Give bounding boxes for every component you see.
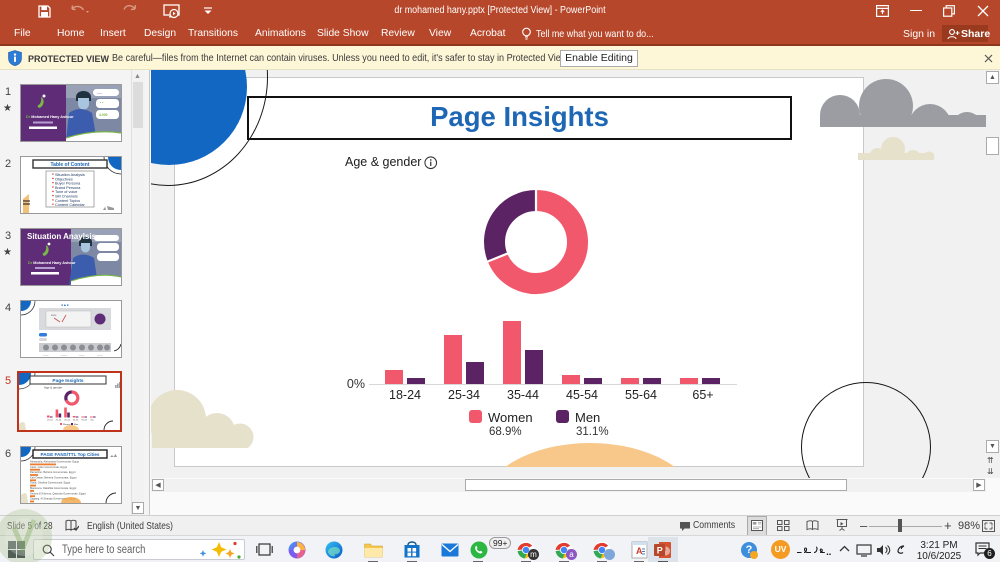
svg-text:Shubra El Kheima, Qalyubia Gov: Shubra El Kheima, Qalyubia Governorate, … [30,491,86,495]
svg-text:Cairo, Cairo Governorate, Egyp: Cairo, Cairo Governorate, Egypt [30,465,67,469]
svg-text:▪▪▪▪▪: ▪▪▪▪▪ [51,313,56,317]
svg-text:Page Insights: Page Insights [52,378,84,384]
svg-text:Situation Anaylsis: Situation Anaylsis [27,232,97,241]
svg-text:——: —— [61,353,67,357]
svg-text:Tanta, Gharbia Governorate, Eg: Tanta, Gharbia Governorate, Egypt [30,481,71,485]
svg-text:55-64: 55-64 [81,420,87,422]
svg-text:Dr Mohamed Hany Ashour: Dr Mohamed Hany Ashour [26,115,74,119]
svg-text:45-54: 45-54 [73,420,79,422]
svg-text:Kafr Dawar, Beheira Governorat: Kafr Dawar, Beheira Governorate, Egypt [30,475,77,479]
svg-text:Content Topics: Content Topics [55,199,80,203]
svg-text:18-24: 18-24 [47,420,53,422]
svg-text:●▲●: ●▲● [61,303,69,307]
svg-text:Dr Mohamed Hany Ashour: Dr Mohamed Hany Ashour [28,261,76,265]
svg-text:Mansoura, Dakahlia Governorate: Mansoura, Dakahlia Governorate, Egypt [30,486,77,490]
svg-text:Situation Analysis: Situation Analysis [55,173,85,177]
svg-text:⎯⎯⎯: ⎯⎯⎯ [96,91,102,95]
svg-text:SM Channels: SM Channels [55,195,78,199]
svg-text:Content Calendar: Content Calendar [55,203,85,207]
svg-text:Damanhur, Beheira Governorate,: Damanhur, Beheira Governorate, Egypt [30,470,76,474]
svg-text:P: P [657,545,663,555]
svg-text:Women: Women [63,424,71,426]
svg-text:Objectives: Objectives [55,177,73,181]
svg-text:▪ ▪: ▪ ▪ [100,101,103,105]
svg-text:25-34: 25-34 [56,420,62,422]
svg-text:Table of Content: Table of Content [50,162,89,168]
svg-text:35-44: 35-44 [64,420,70,422]
svg-text:——: —— [97,353,103,357]
svg-text:——: —— [43,353,49,357]
svg-text:Brand Persona: Brand Persona [55,186,81,190]
svg-text:PAGE FANS/TTL Top Cities: PAGE FANS/TTL Top Cities [41,452,100,457]
svg-text:65+: 65+ [91,420,95,422]
svg-text:4.000: 4.000 [99,113,108,117]
svg-text:A: A [636,546,643,556]
svg-text:Men: Men [74,424,79,426]
svg-text:Age & gender: Age & gender [44,386,62,390]
svg-text:——: —— [79,353,85,357]
svg-text:Buyer Persona: Buyer Persona [55,182,81,186]
svg-text:Tone of voice: Tone of voice [55,190,77,194]
svg-text:Zagazig, Al Sharqia Governorat: Zagazig, Al Sharqia Governorate, Egypt [30,497,76,501]
svg-text:Alexandria, Alexandria Governo: Alexandria, Alexandria Governorate, Egyp… [30,460,79,464]
